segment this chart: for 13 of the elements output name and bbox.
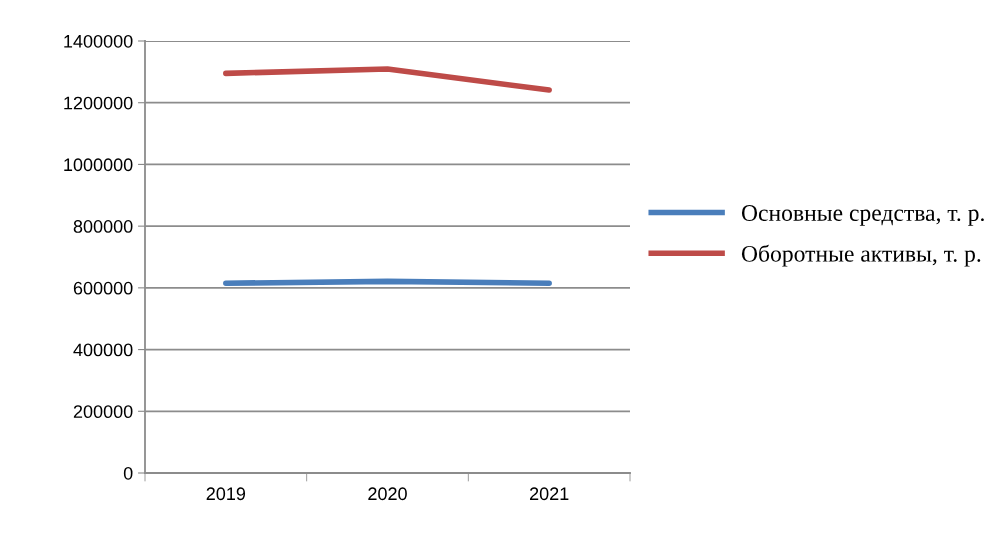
legend-label: Оборотные активы, т. р.: [741, 244, 981, 267]
y-tick-label: 1400000: [64, 34, 133, 48]
x-tick-label: 2021: [529, 487, 569, 501]
y-tick-label: 1200000: [64, 96, 133, 110]
y-tick-label: 200000: [73, 405, 133, 419]
legend-label: Основные средства, т. р.: [741, 205, 984, 226]
y-tick-label: 600000: [73, 281, 133, 295]
y-tick-label: 800000: [73, 220, 133, 233]
y-tick-label: 0: [123, 466, 133, 480]
y-tick-label: 400000: [73, 343, 133, 357]
y-tick-label: 1000000: [64, 158, 133, 172]
x-tick-label: 2019: [206, 487, 246, 501]
x-tick-label: 2020: [368, 487, 407, 501]
